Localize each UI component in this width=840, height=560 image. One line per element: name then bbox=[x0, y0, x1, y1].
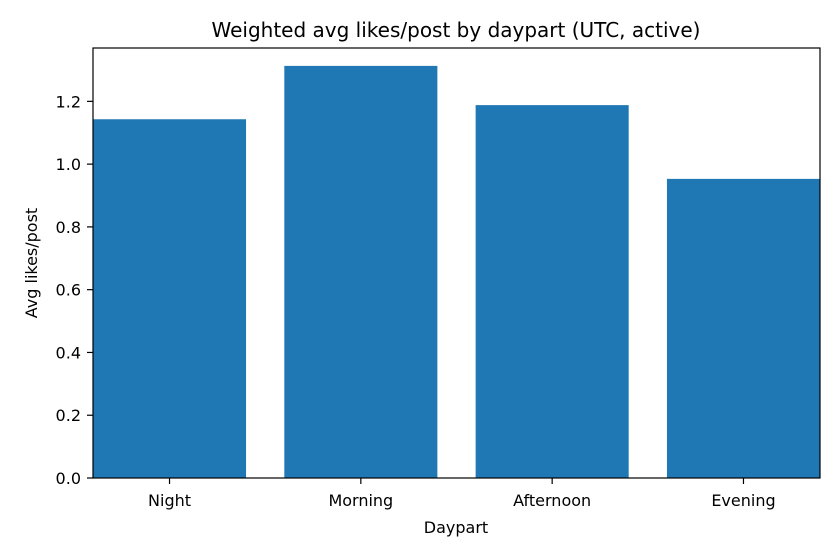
bar-night bbox=[93, 119, 247, 478]
y-tick-label: 1.2 bbox=[56, 92, 81, 111]
y-tick-label: 0.4 bbox=[56, 343, 81, 362]
bar-morning bbox=[284, 65, 438, 478]
x-tick-label: Night bbox=[148, 491, 191, 510]
y-tick-label: 0.8 bbox=[56, 218, 81, 237]
x-tick-label: Afternoon bbox=[513, 491, 591, 510]
bars-group bbox=[93, 65, 820, 479]
y-tick-label: 0.2 bbox=[56, 406, 81, 425]
chart-title: Weighted avg likes/post by daypart (UTC,… bbox=[212, 18, 701, 42]
x-tick-label: Evening bbox=[711, 491, 775, 510]
y-tick-label: 0.0 bbox=[56, 469, 81, 488]
x-axis: Night Morning Afternoon Evening bbox=[148, 478, 776, 510]
y-axis: 0.0 0.2 0.4 0.6 0.8 1.0 1.2 bbox=[56, 92, 93, 488]
plot-frame bbox=[92, 47, 821, 479]
bar-afternoon bbox=[475, 105, 629, 479]
y-tick-label: 0.6 bbox=[56, 281, 81, 300]
bar-evening bbox=[666, 178, 820, 478]
y-tick-label: 1.0 bbox=[56, 155, 81, 174]
y-axis-label: Avg likes/post bbox=[22, 208, 41, 318]
x-axis-label: Daypart bbox=[424, 518, 488, 537]
x-tick-label: Morning bbox=[328, 491, 393, 510]
